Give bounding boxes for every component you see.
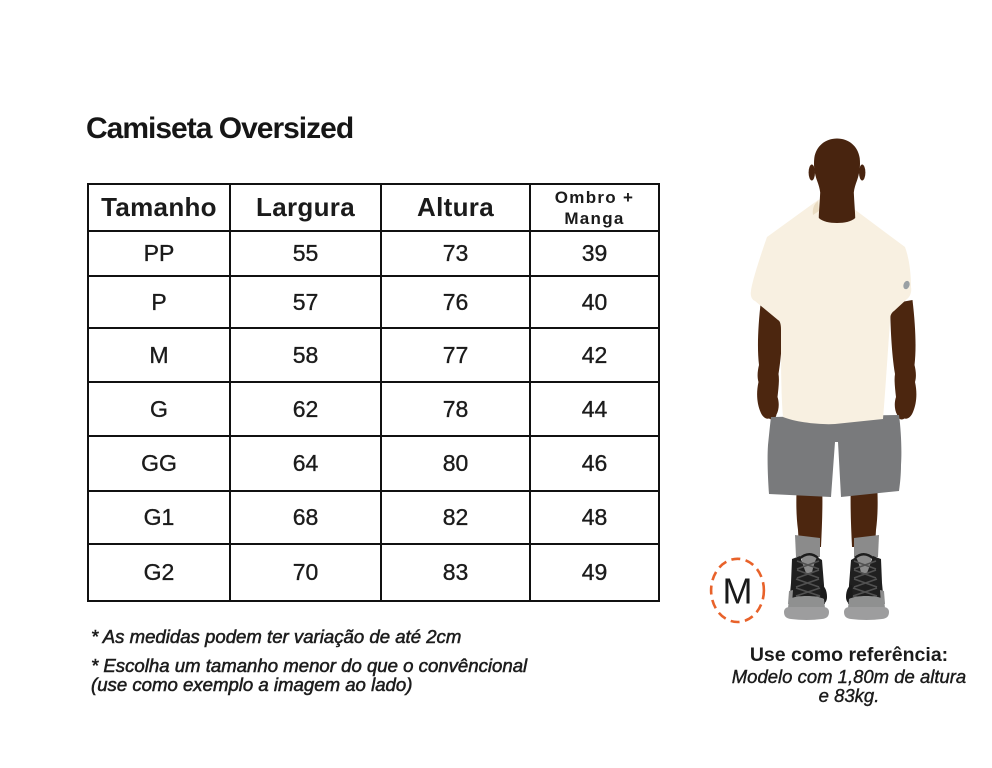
svg-text:M: M bbox=[723, 570, 753, 611]
